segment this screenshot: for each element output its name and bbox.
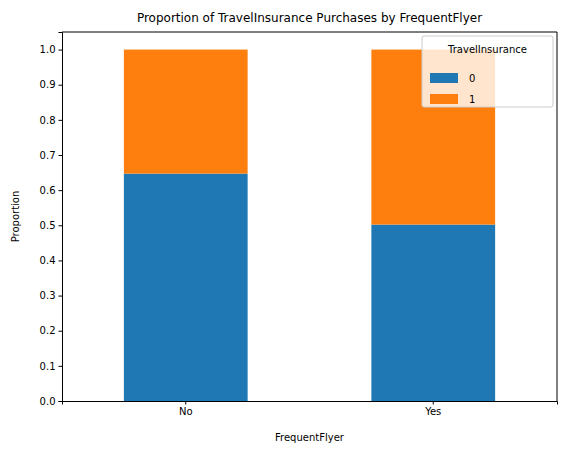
tick-label: 0.7 xyxy=(40,150,56,161)
tick-label: 0.1 xyxy=(40,361,56,372)
bar xyxy=(124,50,248,174)
tick-label: 0.0 xyxy=(40,396,56,407)
y-tick: 0.9 xyxy=(40,79,62,90)
y-tick: 0.4 xyxy=(40,255,62,266)
tick-mark xyxy=(59,120,63,121)
y-tick: 0.3 xyxy=(40,290,62,301)
tick-mark xyxy=(59,155,63,156)
tick-label: 0.8 xyxy=(40,115,56,126)
tick-mark xyxy=(185,401,186,405)
axis-line xyxy=(59,33,63,402)
tick-mark xyxy=(59,225,63,226)
x-axis: No Yes xyxy=(63,401,558,417)
y-tick: 0.8 xyxy=(40,115,62,126)
y-tick: 1.0 xyxy=(40,44,62,55)
tick-label: 0.5 xyxy=(40,220,56,231)
legend-box xyxy=(422,36,553,107)
tick-mark xyxy=(433,401,434,405)
tick-mark xyxy=(59,366,63,367)
y-axis-title: Proportion xyxy=(10,191,21,243)
tick-mark xyxy=(59,190,63,191)
bars xyxy=(124,50,495,401)
plot-area: 0.0 0.1 0.2 0.3 0.4 0.5 0.6 0.7 0.8 0.9 1.0 No Yes Tr… xyxy=(40,32,558,417)
y-tick: 0.0 xyxy=(40,396,62,407)
tick-mark xyxy=(59,331,63,332)
tick-label: 0.3 xyxy=(40,290,56,301)
tick-label: 0.6 xyxy=(40,185,56,196)
legend-label: 1 xyxy=(469,94,475,105)
legend-swatch xyxy=(430,94,458,104)
x-axis-title: FrequentFlyer xyxy=(275,432,345,443)
axis-line xyxy=(63,402,558,405)
tick-label: Yes xyxy=(424,406,441,417)
tick-mark xyxy=(59,401,63,402)
tick-label: 0.9 xyxy=(40,79,56,90)
legend-swatch xyxy=(430,73,458,83)
tick-label: No xyxy=(179,406,193,417)
y-tick: 0.1 xyxy=(40,361,62,372)
y-tick: 0.6 xyxy=(40,185,62,196)
y-tick: 0.5 xyxy=(40,220,62,231)
bar xyxy=(124,174,248,401)
tick-mark xyxy=(59,260,63,261)
y-tick: 0.7 xyxy=(40,150,62,161)
frame xyxy=(62,32,557,33)
legend: TravelInsurance 0 1 xyxy=(422,36,553,107)
tick-mark xyxy=(59,50,63,51)
frame xyxy=(557,32,558,401)
y-axis: 0.0 0.1 0.2 0.3 0.4 0.5 0.6 0.7 0.8 0.9 1.0 xyxy=(40,33,63,407)
x-tick: Yes xyxy=(424,401,441,417)
legend-title: TravelInsurance xyxy=(447,44,527,55)
tick-label: 0.4 xyxy=(40,255,56,266)
legend-label: 0 xyxy=(469,73,475,84)
title: Proportion of TravelInsurance Purchases … xyxy=(137,11,482,25)
tick-mark xyxy=(59,296,63,297)
bar xyxy=(371,225,495,401)
tick-mark xyxy=(59,85,63,86)
chart: 0.0 0.1 0.2 0.3 0.4 0.5 0.6 0.7 0.8 0.9 1.0 No Yes Tr… xyxy=(0,0,567,455)
tick-label: 1.0 xyxy=(40,44,56,55)
tick-label: 0.2 xyxy=(40,325,56,336)
x-tick: No xyxy=(179,401,193,417)
y-tick: 0.2 xyxy=(40,325,62,336)
